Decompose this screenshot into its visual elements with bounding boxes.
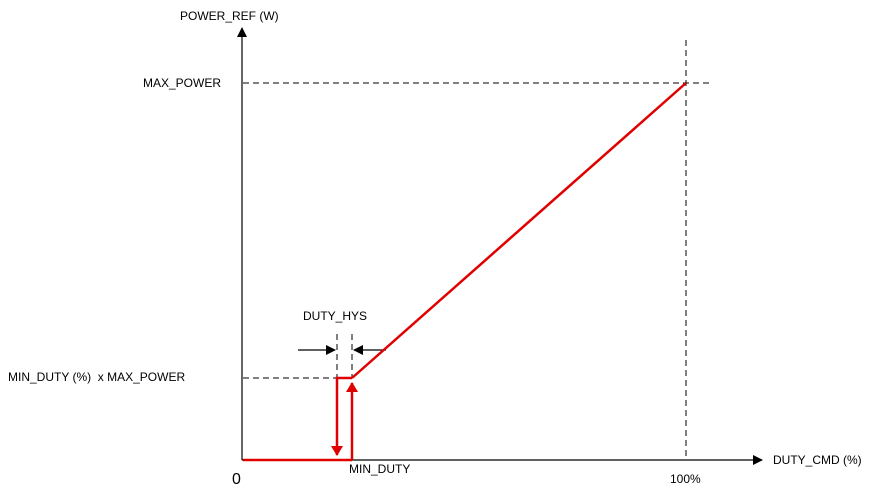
hys-label: DUTY_HYS xyxy=(303,309,367,323)
min-duty-label: MIN_DUTY xyxy=(349,462,410,476)
x-axis-label: DUTY_CMD (%) xyxy=(773,453,862,467)
off-path xyxy=(331,376,352,456)
ramp xyxy=(351,82,687,379)
max-label: MAX_POWER xyxy=(143,76,221,90)
end-label: 100% xyxy=(670,472,701,486)
y-axis-label: POWER_REF (W) xyxy=(180,9,279,23)
min-label: MIN_DUTY (%) x MAX_POWER xyxy=(8,370,185,384)
origin-label: 0 xyxy=(232,471,241,488)
